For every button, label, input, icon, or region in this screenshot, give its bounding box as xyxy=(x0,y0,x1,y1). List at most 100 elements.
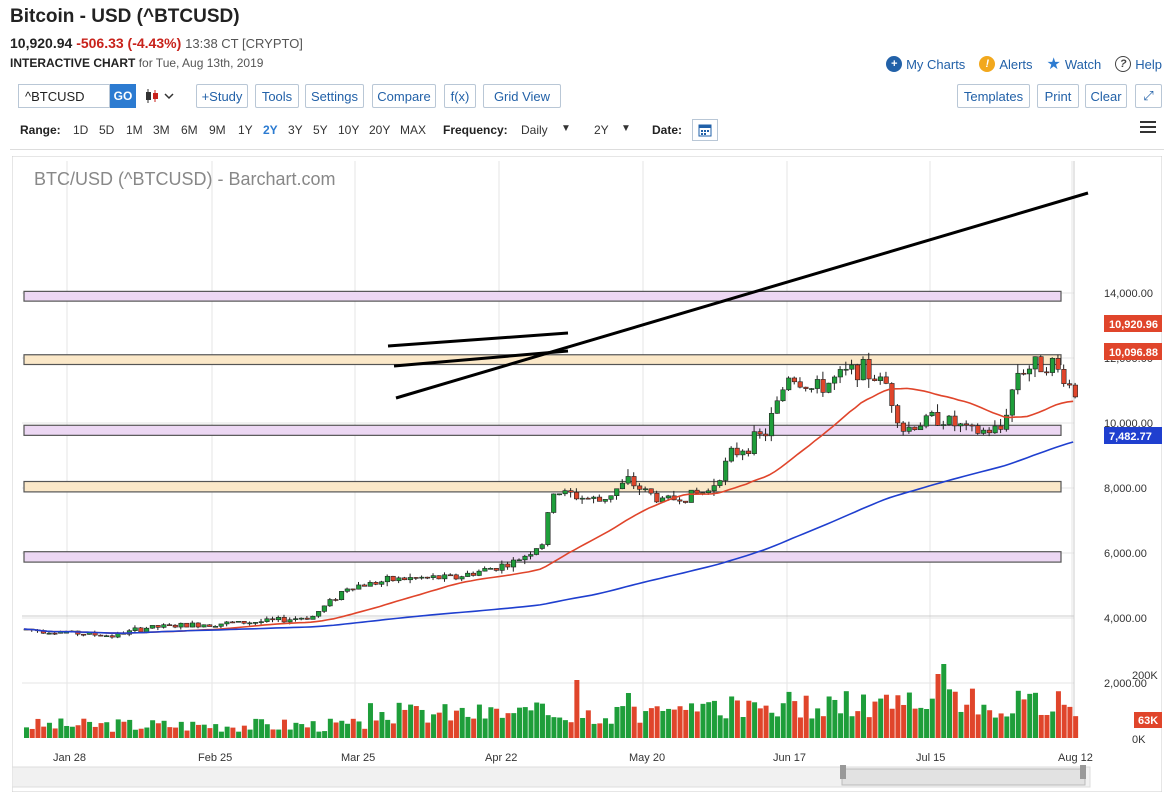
watch-link[interactable]: ★ Watch xyxy=(1047,54,1102,74)
range-1d[interactable]: 1D xyxy=(73,123,89,137)
volume-bar xyxy=(935,674,941,738)
alerts-link[interactable]: ! Alerts xyxy=(979,54,1033,74)
frequency-select[interactable]: Daily xyxy=(521,123,548,137)
period-select[interactable]: 2Y xyxy=(594,123,609,137)
candle-body xyxy=(533,548,540,555)
range-20y[interactable]: 20Y xyxy=(369,123,391,137)
settings-button[interactable]: Settings xyxy=(305,84,364,108)
range-10y[interactable]: 10Y xyxy=(338,123,360,137)
volume-bar xyxy=(763,705,769,738)
volume-bar xyxy=(431,714,437,738)
candle-body xyxy=(946,415,952,425)
candle-body xyxy=(516,559,522,562)
candle-body xyxy=(872,378,878,381)
volume-bar xyxy=(924,709,930,738)
volume-bar xyxy=(539,703,545,738)
volume-bar xyxy=(952,691,958,738)
help-link[interactable]: ? Help xyxy=(1115,54,1162,74)
range-2y[interactable]: 2Y xyxy=(263,123,278,137)
volume-bar xyxy=(104,722,110,738)
candle-body xyxy=(958,423,964,427)
range-5y[interactable]: 5Y xyxy=(313,123,328,137)
range-5d[interactable]: 5D xyxy=(99,123,115,137)
volume-bar xyxy=(803,695,809,738)
volume-bar xyxy=(941,664,947,738)
tools-button[interactable]: Tools xyxy=(255,84,299,108)
page-title: Bitcoin - USD (^BTCUSD) xyxy=(10,6,240,27)
chart-watermark: BTC/USD (^BTCUSD) - Barchart.com xyxy=(34,169,335,189)
scroll-left-handle[interactable] xyxy=(840,765,846,779)
volume-bar xyxy=(356,721,362,738)
volume-bar xyxy=(35,718,41,738)
scrollbar[interactable] xyxy=(12,765,1091,788)
volume-bar xyxy=(150,720,156,738)
volume-bar xyxy=(230,727,236,738)
volume-bar xyxy=(958,711,964,738)
grid-view-button[interactable]: Grid View xyxy=(483,84,561,108)
candle-body xyxy=(614,488,620,496)
compare-button[interactable]: Compare xyxy=(372,84,436,108)
volume-bar xyxy=(287,729,293,738)
candle-body xyxy=(493,568,499,571)
volume-bar xyxy=(964,704,970,738)
go-button[interactable]: GO xyxy=(110,84,136,108)
volume-bar xyxy=(797,717,803,738)
candle-body xyxy=(682,500,689,503)
volume-bar xyxy=(1055,691,1061,738)
range-1y[interactable]: 1Y xyxy=(238,123,253,137)
templates-button[interactable]: Templates xyxy=(957,84,1030,108)
volume-bar xyxy=(1038,714,1044,738)
clear-button[interactable]: Clear xyxy=(1085,84,1127,108)
scroll-thumb[interactable] xyxy=(841,768,1086,786)
candle-body xyxy=(665,495,671,499)
calendar-button[interactable] xyxy=(692,119,718,141)
candle-body xyxy=(103,635,110,638)
range-3m[interactable]: 3M xyxy=(153,123,170,137)
trend-line xyxy=(393,349,569,368)
date-tick-label: Aug 12 xyxy=(1058,752,1093,764)
candle-body xyxy=(407,577,413,581)
candle-body xyxy=(1061,369,1067,385)
volume-bar xyxy=(81,718,87,738)
volume-bar xyxy=(648,708,654,738)
sr-zone xyxy=(23,290,1062,302)
candle-body xyxy=(167,624,173,626)
function-button[interactable]: f(x) xyxy=(444,84,476,108)
candle-body xyxy=(316,611,322,617)
range-9m[interactable]: 9M xyxy=(209,123,226,137)
print-button[interactable]: Print xyxy=(1037,84,1079,108)
symbol-input[interactable]: ^BTCUSD xyxy=(18,84,110,108)
candle-type-icon[interactable] xyxy=(144,88,178,109)
study-button[interactable]: +Study xyxy=(196,84,248,108)
volume-bar xyxy=(442,704,448,738)
candle-body xyxy=(356,584,362,590)
range-6m[interactable]: 6M xyxy=(181,123,198,137)
volume-bar xyxy=(310,721,316,738)
date-tick-label: May 20 xyxy=(629,752,665,764)
volume-bar xyxy=(1050,711,1056,738)
expand-button[interactable]: ⤢ xyxy=(1135,84,1162,108)
candle-body xyxy=(585,497,591,500)
volume-bar xyxy=(1067,706,1073,738)
candle-body xyxy=(144,627,150,633)
range-max[interactable]: MAX xyxy=(400,123,427,137)
volume-bar xyxy=(849,716,855,738)
candle-body xyxy=(1044,371,1050,374)
menu-button[interactable] xyxy=(1140,120,1156,137)
volume-bar xyxy=(660,710,666,738)
scroll-right-handle[interactable] xyxy=(1080,765,1086,779)
volume-bar xyxy=(259,719,265,738)
price-chart[interactable]: BTC/USD (^BTCUSD) - Barchart.com 14,000.… xyxy=(12,156,1162,792)
frequency-chevron-icon[interactable]: ▼ xyxy=(561,123,571,134)
candle-body xyxy=(929,412,935,417)
period-chevron-icon[interactable]: ▼ xyxy=(621,123,631,134)
volume-bar xyxy=(459,707,465,738)
my-charts-link[interactable]: + My Charts xyxy=(886,54,965,74)
range-1m[interactable]: 1M xyxy=(126,123,143,137)
candle-body xyxy=(384,575,390,583)
candle-body xyxy=(654,492,660,503)
trend-line xyxy=(387,331,569,348)
range-3y[interactable]: 3Y xyxy=(288,123,303,137)
volume-bar xyxy=(809,718,815,738)
volume-bar xyxy=(1061,704,1067,738)
